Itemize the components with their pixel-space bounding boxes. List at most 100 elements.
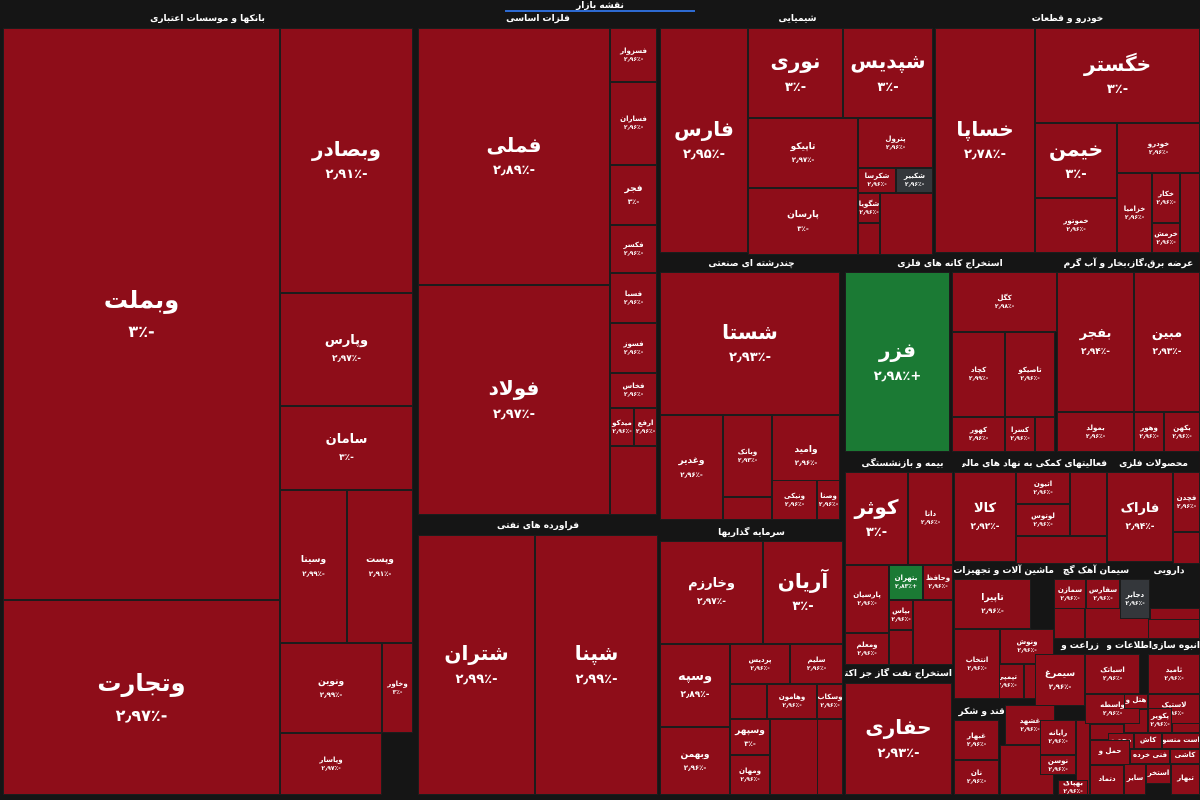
stock-tile-faksar[interactable]: فکسر -۲٫۹۶٪ bbox=[610, 225, 657, 273]
stock-tile-khzamia[interactable]: خزامیا -۲٫۹۶٪ bbox=[1117, 173, 1152, 253]
stock-tile-hotel[interactable]: هتل و bbox=[1124, 694, 1148, 709]
stock-tile-shesta[interactable]: شستا -۲٫۹۳٪ bbox=[660, 272, 840, 415]
stock-tile-vsina[interactable]: وسینا -۲٫۹۹٪ bbox=[280, 490, 347, 643]
stock-tile-bahs[interactable]: بهپاک -۲٫۹۶٪ bbox=[1058, 780, 1088, 795]
stock-tile-tbahar[interactable]: تبهار bbox=[1171, 764, 1200, 795]
stock-tile-vhafez[interactable]: وحافظ -۲٫۹۶٪ bbox=[923, 565, 953, 600]
sector-header-banks[interactable]: بانکها و موسسات اعتباری bbox=[150, 14, 265, 24]
stock-tile-minor[interactable] bbox=[858, 223, 880, 255]
stock-tile-minor[interactable] bbox=[723, 497, 772, 520]
stock-tile-midko[interactable]: میدکو -۲٫۹۶٪ bbox=[610, 408, 634, 446]
stock-tile-dajaber[interactable]: دجابر -۲٫۹۶٪ bbox=[1120, 579, 1150, 619]
stock-tile-bfajr[interactable]: بفجر -۲٫۹۴٪ bbox=[1057, 272, 1134, 412]
sector-header-industrial[interactable]: چندرشته ای صنعتی bbox=[708, 259, 795, 269]
stock-tile-tapiko2[interactable]: تاصیکو -۲٫۹۶٪ bbox=[1005, 332, 1055, 417]
stock-tile-mobin[interactable]: مبین -۲٫۹۳٪ bbox=[1134, 272, 1200, 412]
stock-tile-pkavir[interactable]: پکویر -۲٫۹۶٪ bbox=[1148, 708, 1172, 733]
stock-tile-entekhab[interactable]: انتخاب -۲٫۹۶٪ bbox=[954, 629, 1000, 699]
sector-header-pharma[interactable]: دارویی bbox=[1153, 566, 1185, 576]
sector-header-auto[interactable]: خودرو و قطعات bbox=[1031, 14, 1104, 24]
stock-tile-minor[interactable] bbox=[730, 684, 767, 719]
stock-tile-vsepah[interactable]: وسپه -۲٫۸۹٪ bbox=[660, 644, 730, 727]
stock-tile-vpasar[interactable]: وپاسار -۲٫۹۷٪ bbox=[280, 733, 382, 795]
stock-tile-vbmellat[interactable]: وبملت -۳٪ bbox=[3, 28, 280, 600]
stock-tile-saman[interactable]: سامان -۳٪ bbox=[280, 406, 413, 490]
stock-tile-vbahman[interactable]: وبهمن -۲٫۹۶٪ bbox=[660, 727, 730, 795]
stock-tile-sfars[interactable]: سفارس -۲٫۹۶٪ bbox=[1086, 579, 1120, 609]
sector-header-machinery[interactable]: ماشین آلات و تجهیزات bbox=[954, 566, 1054, 576]
stock-tile-vmalem[interactable]: ومعلم -۲٫۹۶٪ bbox=[845, 633, 889, 665]
stock-tile-salim[interactable]: سلیم -۲٫۹۶٪ bbox=[790, 644, 843, 684]
stock-tile-siman[interactable]: سیمرغ -۲٫۹۶٪ bbox=[1035, 654, 1085, 706]
stock-tile-kala2[interactable]: کاش bbox=[1134, 733, 1162, 749]
stock-tile-minor[interactable] bbox=[1173, 532, 1200, 564]
sector-header-insurance[interactable]: بیمه و بازنشستگی bbox=[861, 459, 944, 469]
stock-tile-minor[interactable] bbox=[817, 719, 843, 795]
stock-tile-minor[interactable] bbox=[1035, 417, 1055, 452]
stock-tile-vahamun[interactable]: وهامون -۲٫۹۶٪ bbox=[767, 684, 817, 719]
stock-tile-vbsader[interactable]: وبصادر -۲٫۹۱٪ bbox=[280, 28, 413, 293]
stock-tile-tapiko[interactable]: تاپیکو -۲٫۹۷٪ bbox=[748, 118, 858, 188]
stock-tile-vsakab[interactable]: وسکاب -۲٫۹۶٪ bbox=[817, 684, 843, 719]
sector-header-agriculture[interactable]: زراعت و bbox=[1061, 641, 1099, 651]
stock-tile-kegol[interactable]: کگل -۲٫۹۸٪ bbox=[952, 272, 1057, 332]
stock-tile-fsaran[interactable]: فساران -۲٫۹۶٪ bbox=[610, 82, 657, 165]
stock-tile-ostmansour[interactable]: است منسو bbox=[1162, 733, 1200, 749]
stock-tile-fazar[interactable]: فزر +۲٫۹۸٪ bbox=[845, 272, 950, 452]
stock-tile-sayer[interactable]: سایر bbox=[1124, 764, 1146, 795]
stock-tile-estakhr[interactable]: استخر bbox=[1146, 764, 1171, 784]
stock-tile-bkhas[interactable]: بکهن -۲٫۹۶٪ bbox=[1164, 412, 1200, 452]
stock-tile-noori[interactable]: نوری -۳٪ bbox=[748, 28, 843, 118]
stock-tile-semazand[interactable]: سمازن -۲٫۹۶٪ bbox=[1054, 579, 1086, 609]
sector-header-oil-products[interactable]: فراورده های نفتی bbox=[496, 521, 580, 531]
stock-tile-foolad[interactable]: فولاد -۲٫۹۷٪ bbox=[418, 285, 610, 515]
stock-tile-faras[interactable]: فارس -۲٫۹۵٪ bbox=[660, 28, 748, 253]
stock-tile-kchad[interactable]: کچاد -۲٫۹۹٪ bbox=[952, 332, 1005, 417]
stock-tile-atiyeh[interactable]: اتیون -۲٫۹۶٪ bbox=[1016, 472, 1070, 504]
stock-tile-vantoosh[interactable]: ونوش -۲٫۹۶٪ bbox=[1000, 629, 1054, 664]
stock-tile-zarin[interactable]: رایانه -۲٫۹۶٪ bbox=[1040, 720, 1076, 755]
stock-tile-gbahar[interactable]: غبهار -۲٫۹۶٪ bbox=[954, 720, 999, 760]
stock-tile-bmolad[interactable]: بمولد -۲٫۹۶٪ bbox=[1057, 412, 1134, 452]
stock-tile-vmahan[interactable]: ومهان -۲٫۹۶٪ bbox=[730, 755, 770, 795]
stock-tile-kahor[interactable]: کهور -۲٫۹۶٪ bbox=[952, 417, 1005, 452]
stock-tile-fasba[interactable]: فسبا -۲٫۹۶٪ bbox=[610, 273, 657, 323]
stock-tile-shakbir[interactable]: شکبیر -۲٫۹۶٪ bbox=[896, 168, 933, 193]
stock-tile-shatran[interactable]: شتران -۲٫۹۹٪ bbox=[418, 535, 535, 795]
stock-tile-fsazvar[interactable]: فسزوار -۲٫۹۶٪ bbox=[610, 28, 657, 82]
stock-tile-minor[interactable] bbox=[1085, 608, 1154, 639]
stock-tile-fchad[interactable]: فچدن -۲٫۹۶٪ bbox=[1173, 472, 1200, 532]
sector-header-metals[interactable]: فلزات اساسی bbox=[506, 14, 570, 24]
stock-tile-vkharazm[interactable]: وخارزم -۲٫۹۷٪ bbox=[660, 541, 763, 644]
stock-tile-hamloughal[interactable]: حمل و bbox=[1090, 740, 1130, 765]
stock-tile-arian[interactable]: آریان -۳٪ bbox=[763, 541, 843, 644]
stock-tile-kosar[interactable]: کوثر -۳٪ bbox=[845, 472, 908, 565]
stock-tile-kashi[interactable]: کاشی bbox=[1170, 749, 1200, 764]
stock-tile-minor[interactable] bbox=[913, 600, 953, 665]
stock-tile-khramsh[interactable]: خرمش -۲٫۹۶٪ bbox=[1152, 223, 1180, 253]
stock-tile-vpars[interactable]: وپارس -۲٫۹۷٪ bbox=[280, 293, 413, 406]
stock-tile-asiatek[interactable]: اسیاتک -۲٫۹۶٪ bbox=[1085, 654, 1140, 694]
stock-tile-fsoz[interactable]: فسوز -۲٫۹۶٪ bbox=[610, 323, 657, 373]
stock-tile-vghadir[interactable]: وغدیر -۲٫۹۶٪ bbox=[660, 415, 723, 520]
stock-tile-khmotor[interactable]: خموتور -۲٫۹۶٪ bbox=[1035, 198, 1117, 253]
stock-tile-kala[interactable]: کالا -۲٫۹۲٪ bbox=[954, 472, 1016, 562]
stock-tile-shepdis[interactable]: شپدیس -۳٪ bbox=[843, 28, 933, 118]
stock-tile-khimen[interactable]: خیمن -۳٪ bbox=[1035, 123, 1117, 198]
sector-header-oil-gas-ext[interactable]: استخراج نفت گاز جز اکتشاف bbox=[845, 669, 952, 679]
stock-tile-parsian[interactable]: پارسیان -۲٫۹۶٪ bbox=[845, 565, 889, 633]
stock-tile-hafari[interactable]: حفاری -۲٫۹۳٪ bbox=[845, 683, 952, 795]
sector-header-auxiliary[interactable]: فعالیتهای کمکی به نهاد های مالی bbox=[962, 459, 1107, 469]
stock-tile-lotus[interactable]: لوتوس -۲٫۹۶٪ bbox=[1016, 504, 1070, 536]
stock-tile-vsakhat[interactable]: وصنا -۲٫۹۶٪ bbox=[817, 480, 840, 520]
stock-tile-dana[interactable]: دانا -۲٫۹۶٪ bbox=[908, 472, 953, 565]
stock-tile-ksaro[interactable]: کسرا -۲٫۹۶٪ bbox=[1005, 417, 1035, 452]
stock-tile-khgostar[interactable]: خگستر -۳٪ bbox=[1035, 28, 1200, 123]
stock-tile-pardis[interactable]: پردیس -۲٫۹۶٪ bbox=[730, 644, 790, 684]
stock-tile-khkar[interactable]: خکار -۲٫۹۶٪ bbox=[1152, 173, 1180, 223]
stock-tile-minor[interactable] bbox=[1070, 472, 1107, 536]
sector-header-cement[interactable]: سیمان آهک گچ bbox=[1062, 566, 1130, 576]
stock-tile-vkhavar[interactable]: وخاور -۳٪ bbox=[382, 643, 413, 733]
stock-tile-minor[interactable] bbox=[1016, 536, 1107, 564]
sector-header-utilities[interactable]: عرضه برق،گاز،بخار و آب گرم bbox=[1063, 259, 1194, 269]
